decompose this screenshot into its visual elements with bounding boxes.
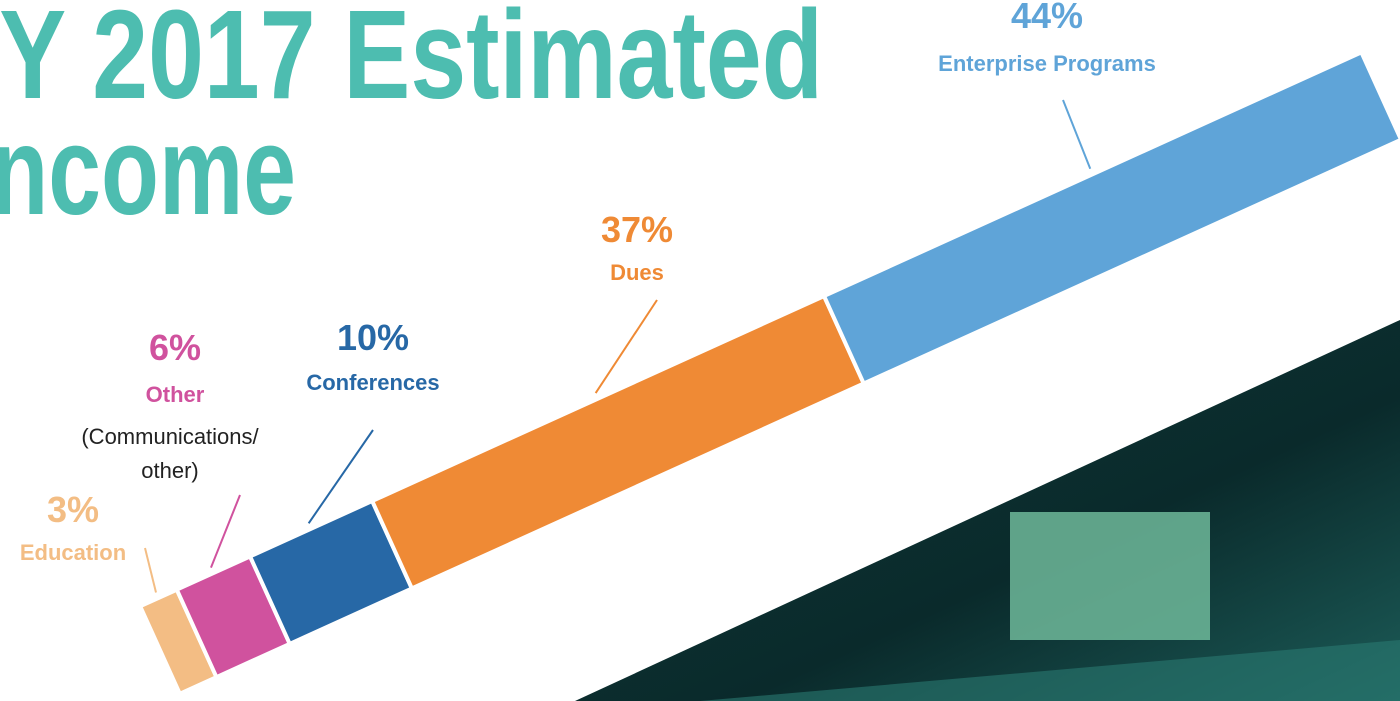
segment-name: Enterprise Programs — [938, 51, 1156, 76]
segment-annotation: (Communications/ — [81, 424, 259, 449]
segment-name: Dues — [610, 260, 664, 285]
title-line: Income — [0, 100, 296, 241]
value-label: 37% — [601, 209, 673, 250]
leader-line — [1062, 99, 1092, 170]
bar-group — [137, 49, 1400, 697]
segment-annotation: other) — [141, 458, 198, 483]
value-label: 44% — [1011, 0, 1083, 36]
leader-line — [210, 494, 241, 568]
photo-screen — [1010, 512, 1210, 640]
value-label: 3% — [47, 489, 99, 530]
bar-segment — [821, 49, 1400, 387]
value-label: 6% — [149, 327, 201, 368]
leader-line — [144, 547, 157, 593]
segment-name: Education — [20, 540, 126, 565]
segment-name: Other — [146, 382, 205, 407]
title-line: FY 2017 Estimated — [0, 0, 823, 125]
leader-line — [594, 299, 658, 394]
bar-segment — [369, 293, 867, 592]
photo-audience — [700, 640, 1400, 701]
value-label: 10% — [337, 317, 409, 358]
segment-name: Conferences — [306, 370, 439, 395]
leader-line — [307, 429, 374, 524]
